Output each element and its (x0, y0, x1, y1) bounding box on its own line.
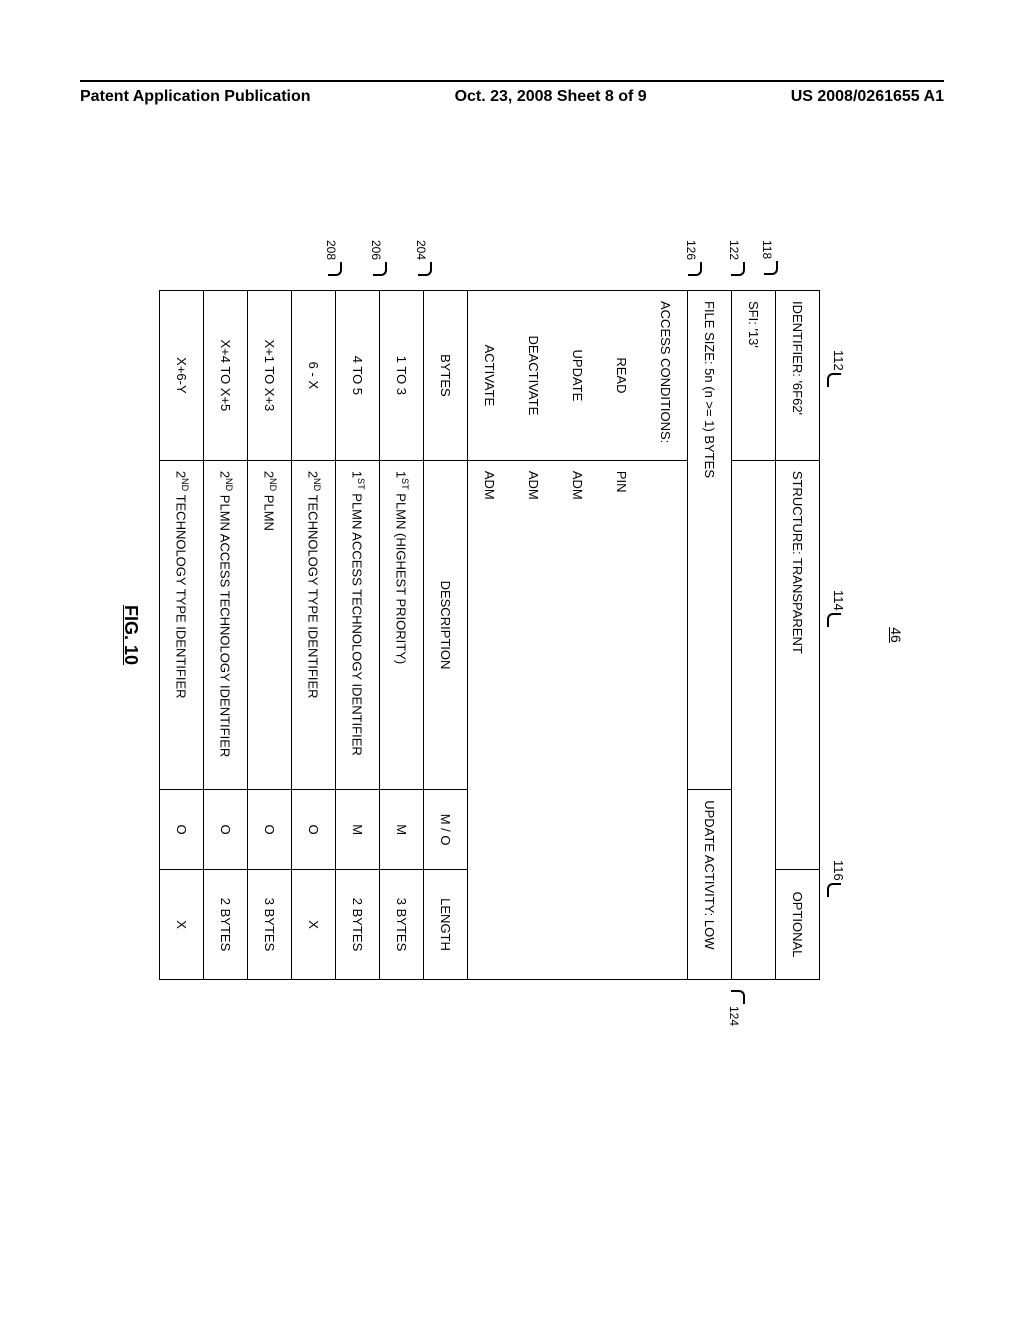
table-row: X+4 TO X+52ND PLMN ACCESS TECHNOLOGY IDE… (204, 291, 248, 980)
cell-d: 2ND PLMN ACCESS TECHNOLOGY IDENTIFIER (204, 460, 248, 789)
cell-av-3: ADM (468, 460, 512, 979)
cell-b: X+6-Y (160, 291, 204, 461)
cell-d: 1ST PLMN ACCESS TECHNOLOGY IDENTIFIER (336, 460, 380, 789)
cell-d: 2ND TECHNOLOGY TYPE IDENTIFIER (160, 460, 204, 789)
row-ref-206: 206 (369, 240, 383, 276)
row-ref-126: 126 (684, 240, 698, 276)
cell-l: X (292, 870, 336, 980)
cell-av-2: ADM (512, 460, 556, 979)
cell-m: O (204, 790, 248, 870)
row-filesize: FILE SIZE: 5n (n >= 1) BYTES UPDATE ACTI… (688, 291, 732, 980)
table-row: 1 TO 31ST PLMN (HIGHEST PRIORITY)M3 BYTE… (380, 291, 424, 980)
figure-rotated: 46 112 114 116 118 122 126 204 206 208 1… (120, 290, 904, 980)
figure-area: 46 112 114 116 118 122 126 204 206 208 1… (140, 170, 884, 1100)
cell-access-title: ACCESS CONDITIONS: (644, 291, 688, 461)
row-access-0: READ PIN (600, 291, 644, 980)
col-ref-116: 116 (831, 860, 846, 897)
row-identifier: IDENTIFIER: '6F62' STRUCTURE: TRANSPAREN… (776, 291, 820, 980)
cell-av-0: PIN (600, 460, 644, 979)
table-wrap: 112 114 116 118 122 126 204 206 208 124 (159, 290, 846, 980)
header-center: Oct. 23, 2008 Sheet 8 of 9 (455, 88, 647, 106)
cell-l: 2 BYTES (336, 870, 380, 980)
cell-av-1: ADM (556, 460, 600, 979)
row-sfi: SFI: '13' (732, 291, 776, 980)
cell-identifier: IDENTIFIER: '6F62' (776, 291, 820, 461)
cell-l: 3 BYTES (380, 870, 424, 980)
header-left: Patent Application Publication (80, 88, 311, 106)
row-ref-208: 208 (324, 240, 338, 276)
cell-ak-0: READ (600, 291, 644, 461)
cell-l: 2 BYTES (204, 870, 248, 980)
cell-m: O (160, 790, 204, 870)
cell-sfi: SFI: '13' (732, 291, 776, 461)
table-row: 4 TO 51ST PLMN ACCESS TECHNOLOGY IDENTIF… (336, 291, 380, 980)
cell-m: M (380, 790, 424, 870)
row-hdr: BYTES DESCRIPTION M / O LENGTH (424, 291, 468, 980)
col-refs: 112 114 116 (820, 290, 846, 980)
cell-d: 2ND TECHNOLOGY TYPE IDENTIFIER (292, 460, 336, 789)
row-access-2: DEACTIVATE ADM (512, 291, 556, 980)
row-ref-124: 124 (727, 990, 741, 1026)
cell-b: X+4 TO X+5 (204, 291, 248, 461)
cell-l: X (160, 870, 204, 980)
top-ref-area: 46 (864, 290, 904, 980)
table-row: 6 - X2ND TECHNOLOGY TYPE IDENTIFIEROX (292, 291, 336, 980)
row-access-title: ACCESS CONDITIONS: (644, 291, 688, 980)
cell-hd: DESCRIPTION (424, 460, 468, 789)
table-row: X+1 TO X+32ND PLMNO3 BYTES (248, 291, 292, 980)
fig-caption: FIG. 10 (120, 605, 141, 665)
cell-update: UPDATE ACTIVITY: LOW (688, 790, 732, 980)
cell-l: 3 BYTES (248, 870, 292, 980)
fig-ref-46: 46 (888, 627, 904, 643)
col-ref-112: 112 (831, 350, 846, 387)
row-access-3: ACTIVATE ADM (468, 291, 512, 980)
page-header: Patent Application Publication Oct. 23, … (80, 88, 944, 106)
cell-d: 1ST PLMN (HIGHEST PRIORITY) (380, 460, 424, 789)
cell-hm: M / O (424, 790, 468, 870)
cell-ak-2: DEACTIVATE (512, 291, 556, 461)
cell-filesize: FILE SIZE: 5n (n >= 1) BYTES (688, 291, 732, 790)
cell-m: O (292, 790, 336, 870)
cell-sfi-blank (732, 460, 776, 979)
cell-b: 1 TO 3 (380, 291, 424, 461)
cell-access-blank (644, 460, 688, 979)
header-right: US 2008/0261655 A1 (791, 88, 944, 106)
cell-b: 4 TO 5 (336, 291, 380, 461)
cell-b: X+1 TO X+3 (248, 291, 292, 461)
cell-hb: BYTES (424, 291, 468, 461)
col-ref-114: 114 (831, 590, 846, 627)
header-rule (80, 80, 944, 82)
cell-structure: STRUCTURE: TRANSPARENT (776, 460, 820, 869)
cell-m: O (248, 790, 292, 870)
ef-table: IDENTIFIER: '6F62' STRUCTURE: TRANSPAREN… (159, 290, 820, 980)
cell-optional: OPTIONAL (776, 870, 820, 980)
row-ref-204: 204 (414, 240, 428, 276)
cell-d: 2ND PLMN (248, 460, 292, 789)
row-ref-118: 118 (760, 240, 774, 275)
row-ref-122: 122 (727, 240, 741, 276)
cell-ak-1: UPDATE (556, 291, 600, 461)
cell-ak-3: ACTIVATE (468, 291, 512, 461)
cell-m: M (336, 790, 380, 870)
row-access-1: UPDATE ADM (556, 291, 600, 980)
cell-b: 6 - X (292, 291, 336, 461)
cell-hl: LENGTH (424, 870, 468, 980)
table-row: X+6-Y2ND TECHNOLOGY TYPE IDENTIFIEROX (160, 291, 204, 980)
